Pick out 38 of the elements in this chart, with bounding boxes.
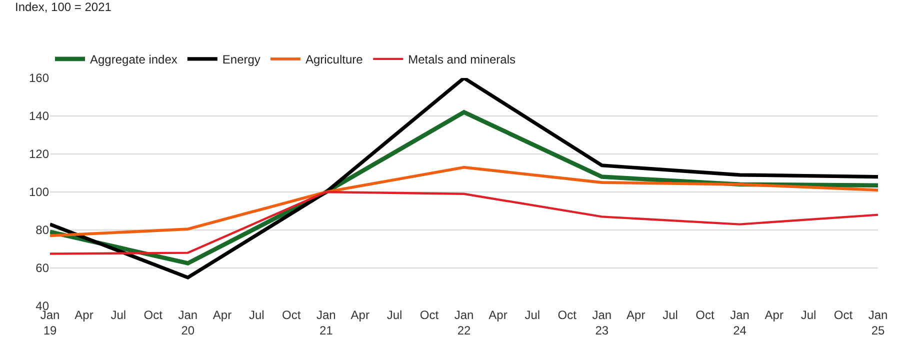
- legend-label: Metals and minerals: [408, 52, 516, 67]
- legend-label: Aggregate index: [90, 52, 178, 67]
- x-tick-label: Oct: [282, 308, 302, 322]
- x-tick-label: Jul: [662, 308, 678, 322]
- x-tick-label: Apr: [764, 308, 784, 322]
- x-tick-label: Oct: [144, 308, 164, 322]
- x-tick-label: Jan 22: [454, 308, 474, 338]
- x-tick-label: Oct: [834, 308, 854, 322]
- line-series: [50, 78, 878, 280]
- x-tick-label: Jan 24: [730, 308, 750, 338]
- x-tick-label: Jan 23: [592, 308, 612, 338]
- legend-label: Agriculture: [305, 52, 364, 67]
- y-tick-label: 160: [28, 71, 50, 86]
- y-tick-label: 60: [36, 261, 50, 276]
- x-tick-label: Jul: [110, 308, 126, 322]
- x-tick-label: Apr: [212, 308, 232, 322]
- x-tick-label: Apr: [350, 308, 370, 322]
- x-tick-label: Apr: [488, 308, 508, 322]
- y-tick-label: 80: [36, 223, 50, 238]
- y-tick-label: 140: [28, 109, 50, 124]
- y-tick-label: 120: [28, 147, 50, 162]
- x-tick-label: Jan 21: [316, 308, 336, 338]
- x-tick-label: Oct: [420, 308, 440, 322]
- legend-label: Energy: [222, 52, 260, 67]
- line-series: [50, 190, 878, 255]
- x-tick-label: Jul: [524, 308, 540, 322]
- x-tick-label: Jul: [248, 308, 264, 322]
- x-tick-label: Jul: [386, 308, 402, 322]
- x-tick-label: Jan 25: [868, 308, 888, 338]
- x-tick-label: Oct: [696, 308, 715, 322]
- line-series: [50, 166, 878, 238]
- y-axis-title: Index, 100 = 2021: [15, 0, 112, 14]
- x-tick-label: Oct: [558, 308, 578, 322]
- x-tick-label: Jan 20: [178, 308, 198, 338]
- x-tick-label: Apr: [74, 308, 94, 322]
- y-tick-label: 100: [28, 185, 50, 200]
- x-tick-label: Apr: [626, 308, 646, 322]
- x-tick-label: Jul: [800, 308, 816, 322]
